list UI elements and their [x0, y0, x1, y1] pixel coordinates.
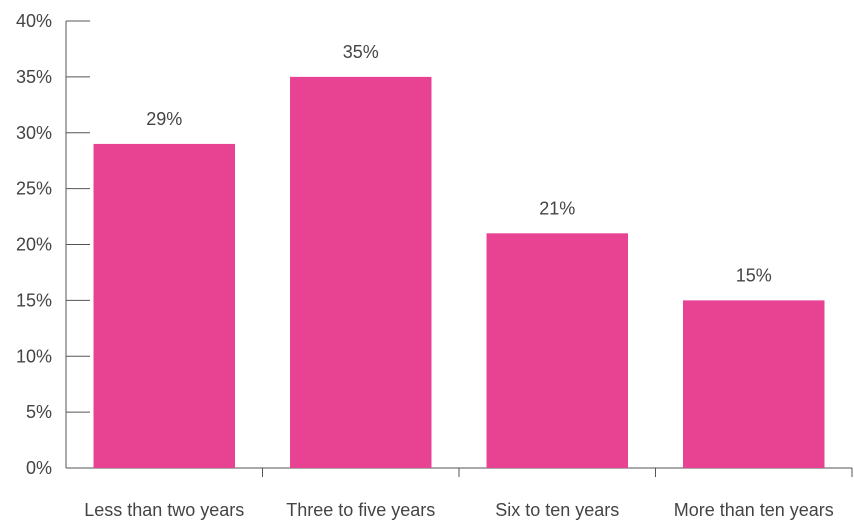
y-tick-label: 40% [16, 11, 52, 31]
y-tick-label: 15% [16, 290, 52, 310]
bars [93, 76, 825, 469]
bar [683, 300, 825, 468]
data-label: 21% [539, 198, 575, 218]
y-tick-label: 5% [26, 402, 52, 422]
category-label: Three to five years [286, 500, 435, 520]
data-labels: 29% 35% 21% 15% [146, 42, 772, 286]
bar [93, 143, 235, 469]
category-labels: Less than two years Three to five years Si… [84, 500, 834, 520]
category-label: More than ten years [674, 500, 834, 520]
data-label: 29% [146, 109, 182, 129]
y-tick-label: 0% [26, 458, 52, 478]
bar [290, 76, 432, 468]
y-tick-label: 30% [16, 123, 52, 143]
y-tick-label: 25% [16, 179, 52, 199]
y-tick-label: 10% [16, 346, 52, 366]
x-axis [66, 467, 853, 477]
data-label: 15% [736, 265, 772, 285]
category-label: Less than two years [84, 500, 244, 520]
y-tick-label: 35% [16, 67, 52, 87]
data-label: 35% [343, 42, 379, 62]
bar [486, 233, 628, 468]
y-axis: 0% 5% 10% 15% 20% 25% 30% 35% 40% [16, 11, 90, 478]
y-tick-label: 20% [16, 235, 52, 255]
category-label: Six to ten years [495, 500, 619, 520]
